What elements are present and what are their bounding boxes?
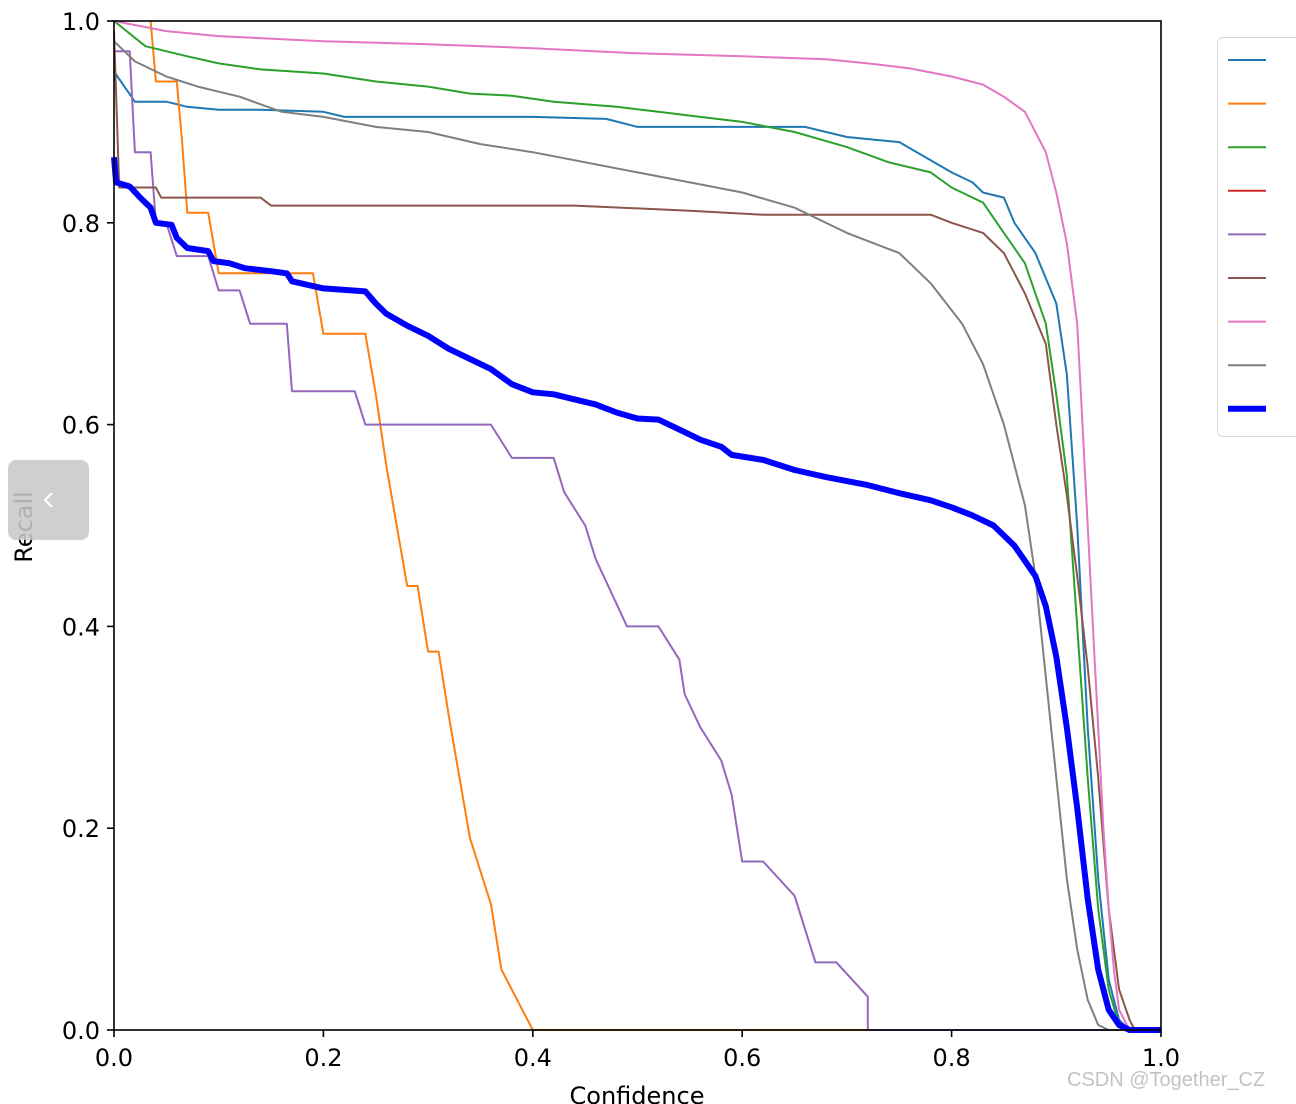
y-axis-ticks: 0.0 0.2 0.4 0.6 0.8 1.0: [62, 8, 114, 1045]
legend: [1217, 37, 1296, 437]
x-tick-label: 0.8: [933, 1044, 971, 1072]
x-tick-label: 1.0: [1142, 1044, 1180, 1072]
chevron-left-icon: [42, 492, 53, 508]
back-button[interactable]: [8, 460, 89, 540]
x-tick-label: 0.2: [304, 1044, 342, 1072]
series-line-8: [113, 40, 1161, 1031]
plot-frame: [113, 20, 1162, 1031]
y-tick-label: 0.0: [62, 1017, 100, 1045]
y-tick-label: 1.0: [62, 8, 100, 36]
series-line-3: [113, 20, 1161, 1031]
y-tick-label: 0.4: [62, 613, 100, 641]
series-line-6: [113, 31, 1161, 1031]
series-line-2: [149, 20, 868, 1031]
x-tick-label: 0.4: [514, 1044, 552, 1072]
series-line-9: [111, 156, 1161, 1033]
y-tick-label: 0.2: [62, 815, 100, 843]
x-axis-ticks: 0.0 0.2 0.4 0.6 0.8 1.0: [95, 1030, 1180, 1072]
plot-lines: [111, 20, 1161, 1033]
y-tick-label: 0.6: [62, 412, 100, 440]
series-line-5: [114, 50, 1130, 1031]
series-line-1: [113, 70, 1161, 1031]
x-axis-label: Confidence: [570, 1082, 705, 1104]
x-tick-label: 0.0: [95, 1044, 133, 1072]
watermark: CSDN @Together_CZ: [1067, 1069, 1266, 1091]
x-tick-label: 0.6: [723, 1044, 761, 1072]
y-tick-label: 0.8: [62, 210, 100, 238]
series-line-7: [113, 20, 1161, 1031]
